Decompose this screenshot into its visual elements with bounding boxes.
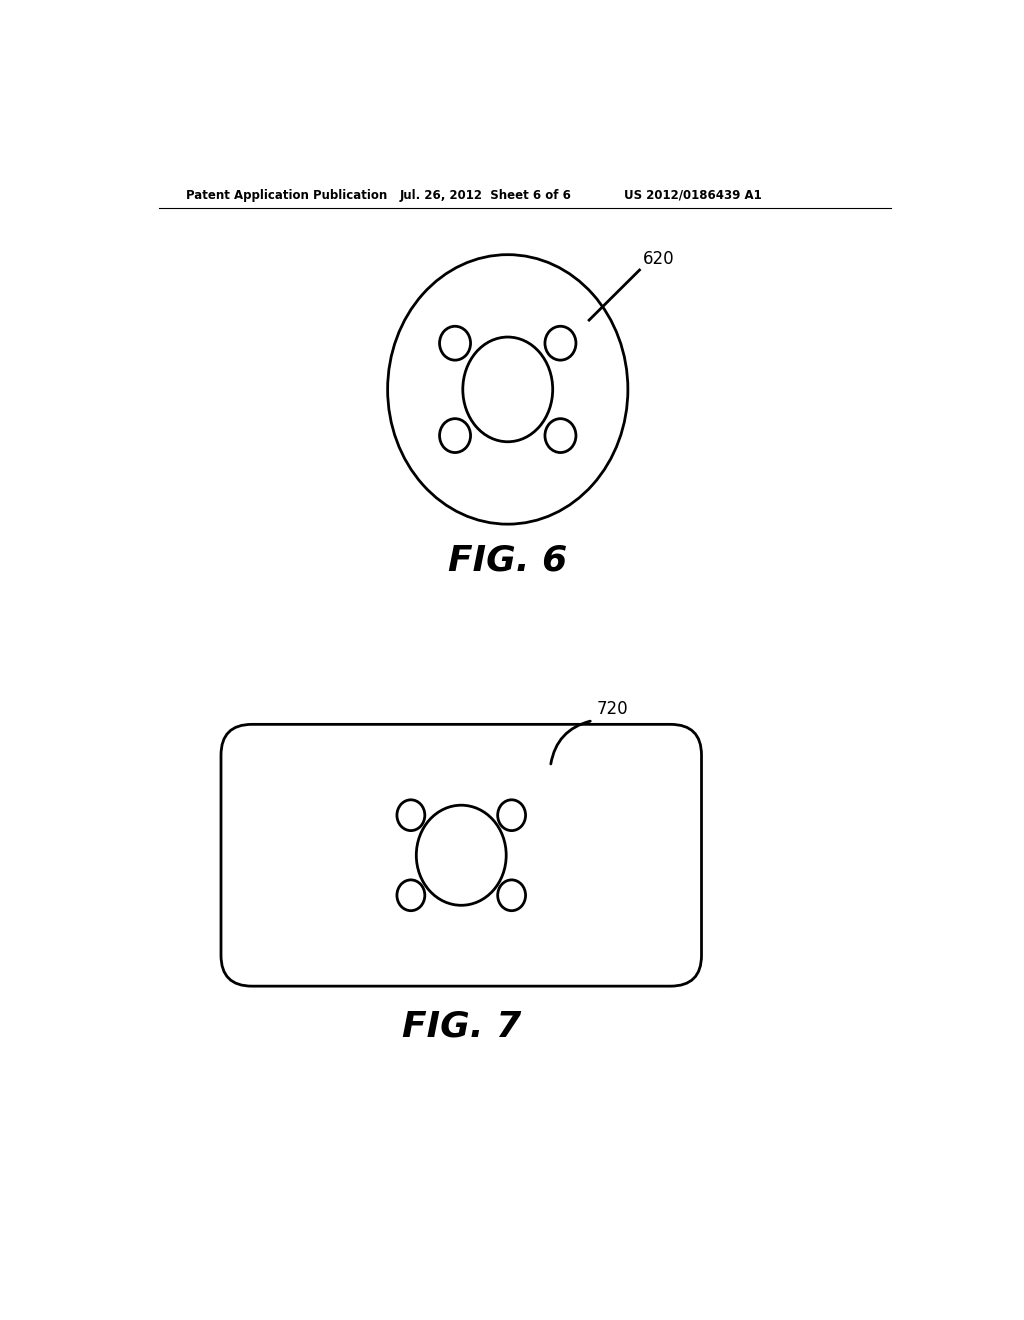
Text: FIG. 7: FIG. 7 [401, 1010, 521, 1043]
Ellipse shape [439, 326, 471, 360]
Text: Jul. 26, 2012  Sheet 6 of 6: Jul. 26, 2012 Sheet 6 of 6 [399, 189, 571, 202]
Ellipse shape [397, 880, 425, 911]
Text: 620: 620 [643, 249, 675, 268]
Text: Patent Application Publication: Patent Application Publication [186, 189, 387, 202]
Ellipse shape [545, 418, 575, 453]
Ellipse shape [545, 326, 575, 360]
Ellipse shape [417, 805, 506, 906]
Ellipse shape [397, 800, 425, 830]
Ellipse shape [439, 418, 471, 453]
Ellipse shape [463, 337, 553, 442]
Text: FIG. 6: FIG. 6 [449, 544, 567, 577]
Ellipse shape [498, 880, 525, 911]
Text: US 2012/0186439 A1: US 2012/0186439 A1 [624, 189, 762, 202]
Text: 720: 720 [597, 700, 629, 718]
Ellipse shape [498, 800, 525, 830]
FancyBboxPatch shape [221, 725, 701, 986]
Ellipse shape [388, 255, 628, 524]
